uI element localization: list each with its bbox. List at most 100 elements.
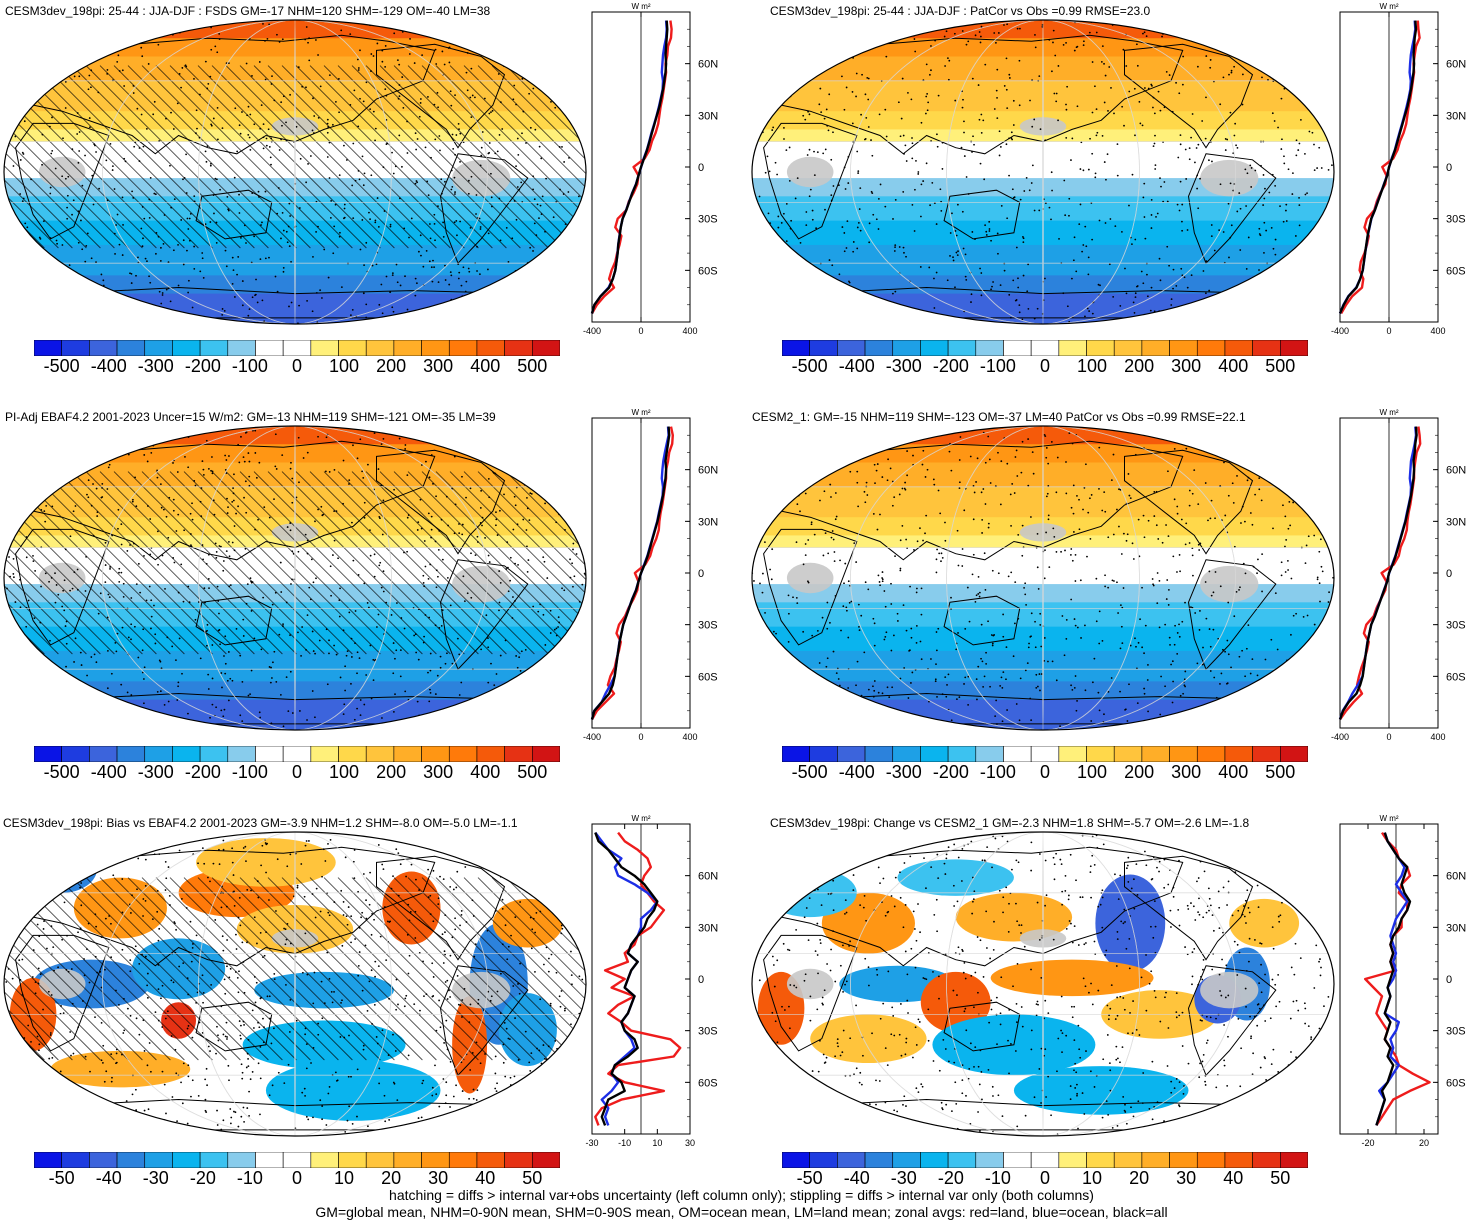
colorbar-label: -500 <box>791 356 828 376</box>
colorbar-swatch <box>892 746 921 762</box>
masked-region <box>452 565 511 603</box>
map-panel-5 <box>3 831 587 1137</box>
colorbar-label: 400 <box>1218 762 1249 782</box>
coastline-australia <box>195 189 273 240</box>
colorbar-swatch <box>199 746 229 762</box>
colorbar-label: -30 <box>890 1168 917 1188</box>
colorbar-label: 30 <box>1176 1168 1197 1188</box>
panel-title-5: CESM3dev_198pi: Bias vs EBAF4.2 2001-202… <box>3 816 518 830</box>
masked-region <box>452 971 511 1009</box>
masked-region <box>271 929 319 948</box>
colorbar-swatch <box>1113 746 1143 762</box>
masked-region <box>786 156 834 188</box>
colorbar-label: 300 <box>1171 356 1202 376</box>
zonal-units: W m² <box>631 814 650 823</box>
zonal-lat-label: 60N <box>698 465 718 477</box>
colorbar-label: 200 <box>376 356 407 376</box>
masked-region <box>1200 565 1259 603</box>
map-panel-2 <box>751 19 1335 325</box>
zonal-lat-label: 60S <box>698 265 718 277</box>
zonal-lat-label: 30N <box>698 516 718 528</box>
colorbar-swatch <box>837 340 866 356</box>
colorbar-label: -100 <box>231 356 268 376</box>
colorbar-label: -400 <box>838 356 875 376</box>
zonal-xtick-label: 0 <box>1386 732 1391 742</box>
coastline-samerica <box>1187 965 1277 1077</box>
colorbar-swatch <box>282 340 312 356</box>
coastline-europe_asia <box>32 440 436 561</box>
colorbar-swatch <box>782 1152 810 1168</box>
colorbar-labels-5: -50 -40 -30 -20 -10 0 10 20 30 40 50 <box>34 1168 560 1190</box>
map-anomaly <box>492 898 563 948</box>
colorbar-1 <box>34 340 560 356</box>
zonal-plot-1: W m² -400 0 400 60N 30N 0 30S 60S <box>583 2 718 336</box>
colorbar-swatch <box>1224 340 1253 356</box>
masked-region <box>452 159 511 197</box>
footer-note-1: hatching = diffs > internal var+obs unce… <box>389 1187 1094 1203</box>
zonal-xtick-label: -30 <box>585 1138 598 1148</box>
colorbar-swatch <box>782 746 810 762</box>
colorbar-label: 0 <box>1039 1168 1051 1188</box>
colorbar-labels-1: -500 -400 -300 -200 -100 0 100 200 300 400 500 <box>34 356 560 378</box>
zonal-xtick-label: -400 <box>583 326 601 336</box>
map-band <box>4 584 586 604</box>
colorbar-swatch <box>532 340 560 356</box>
zonal-plot-6: W m² -20 20 60N 30N 0 30S 60S <box>1339 814 1466 1148</box>
colorbar-swatch <box>975 1152 1004 1168</box>
colorbar-swatch <box>365 1152 395 1168</box>
colorbar-swatch <box>809 340 838 356</box>
zonal-lat-label: 60S <box>1446 265 1466 277</box>
colorbar-swatch <box>144 340 173 356</box>
colorbar-swatch <box>89 746 118 762</box>
map-band <box>4 293 586 324</box>
colorbar-swatch <box>61 746 90 762</box>
map-anomaly <box>452 996 488 1094</box>
masked-region <box>38 968 86 1000</box>
zonal-plot-5: W m² -30 -10 10 30 60N 30N 0 30S 60S <box>585 814 718 1148</box>
zonal-lat-label: 0 <box>698 568 704 580</box>
map-band <box>752 80 1334 113</box>
colorbar-swatch <box>1003 746 1032 762</box>
zonal-lat-label: 30N <box>698 110 718 122</box>
colorbar-swatch <box>504 746 533 762</box>
colorbar-swatch <box>1196 340 1226 356</box>
colorbar-swatch <box>947 1152 977 1168</box>
map-band <box>752 681 1334 701</box>
zonal-xtick-label: 400 <box>1430 326 1445 336</box>
colorbar-label: 100 <box>329 356 360 376</box>
colorbar-swatch <box>34 746 62 762</box>
coastline-africa <box>15 528 110 646</box>
colorbar-swatch <box>920 340 949 356</box>
map-anomaly <box>897 859 1014 896</box>
coastline-namerica <box>1124 855 1254 961</box>
colorbar-label: 20 <box>1129 1168 1150 1188</box>
map-band <box>752 650 1334 683</box>
zonal-lat-label: 30N <box>1446 110 1466 122</box>
zonal-lat-label: 30S <box>698 1026 718 1038</box>
colorbar-swatch <box>421 340 450 356</box>
masked-region <box>1200 159 1259 197</box>
coastline-australia <box>943 1001 1021 1052</box>
colorbar-swatch <box>144 746 173 762</box>
colorbar-label: 0 <box>291 356 303 376</box>
map-band <box>752 626 1334 652</box>
map-outline <box>751 19 1335 325</box>
colorbar-label: 40 <box>475 1168 496 1188</box>
map-field <box>752 426 1334 730</box>
colorbar-swatch <box>1141 1152 1170 1168</box>
coastline-africa <box>15 122 110 240</box>
zonal-series-land <box>594 831 682 1126</box>
colorbar-swatch <box>864 1152 894 1168</box>
coastline-africa <box>763 934 858 1052</box>
coastline-samerica <box>439 153 529 265</box>
colorbar-swatch <box>421 746 450 762</box>
hatching <box>4 65 586 249</box>
zonal-xtick-label: 0 <box>638 326 643 336</box>
panel-title-4: CESM2_1: GM=-15 NHM=119 SHM=-123 OM=-37 … <box>752 410 1246 424</box>
colorbar-swatch <box>310 1152 339 1168</box>
zonal-xtick-label: 20 <box>1419 1138 1429 1148</box>
zonal-lat-label: 0 <box>1446 568 1452 580</box>
zonal-plot-3: W m² -400 0 400 60N 30N 0 30S 60S <box>583 408 718 742</box>
zonal-xtick-label: 400 <box>1430 732 1445 742</box>
zonal-lat-label: 60N <box>698 871 718 883</box>
